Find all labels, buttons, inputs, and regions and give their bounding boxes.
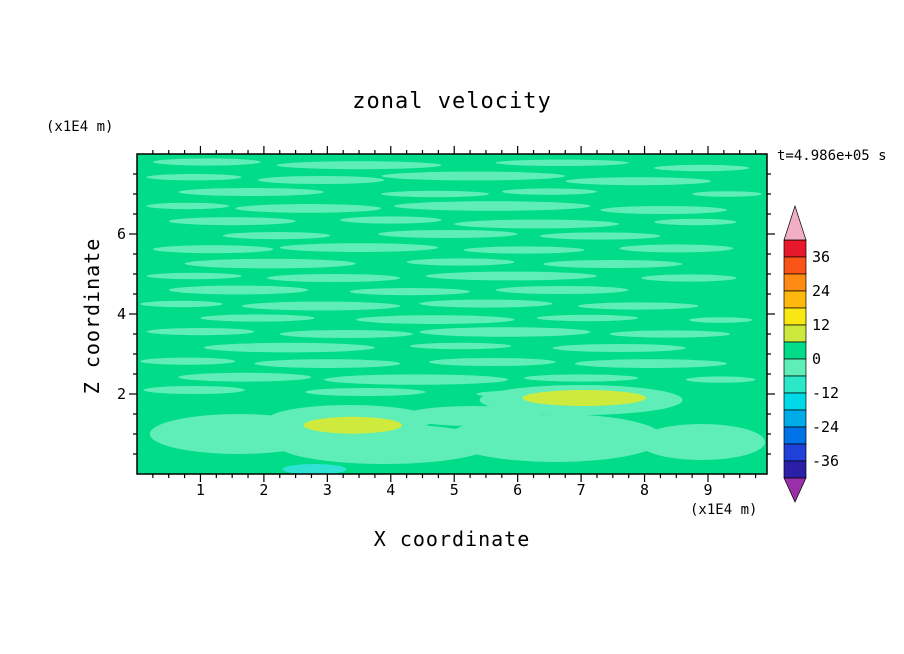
x-tick-label: 6 — [513, 481, 523, 499]
colorbar-arrow-bottom — [783, 477, 807, 503]
z-axis-unit-label: (x1E4 m) — [46, 119, 114, 135]
z-tick-label: 6 — [116, 225, 126, 243]
colorbar — [783, 204, 807, 503]
colorbar-tick-label: -24 — [812, 418, 840, 436]
x-tick-label: 7 — [576, 481, 586, 499]
x-tick-label: 1 — [195, 481, 205, 499]
chart-title: zonal velocity — [352, 89, 552, 114]
z-tick-label: 2 — [116, 385, 126, 403]
x-tick-label: 2 — [259, 481, 269, 499]
colorbar-tick-label: 12 — [812, 316, 831, 334]
x-tick-label: 5 — [449, 481, 459, 499]
x-axis-title: X coordinate — [373, 527, 531, 551]
colorbar-tick-label: -36 — [812, 452, 840, 470]
x-tick-label: 9 — [703, 481, 713, 499]
colorbar-tick-label: 24 — [812, 282, 831, 300]
colorbar-tick-label: 36 — [812, 248, 831, 266]
x-axis-unit-label: (x1E4 m) — [690, 502, 758, 518]
colorbar-tick-label: 0 — [812, 350, 822, 368]
axis-ticks — [129, 146, 775, 482]
x-tick-label: 3 — [322, 481, 332, 499]
contour-field — [137, 154, 767, 474]
x-tick-label: 4 — [386, 481, 396, 499]
colorbar-tick-label: -12 — [812, 384, 840, 402]
x-tick-label: 8 — [640, 481, 650, 499]
z-tick-label: 4 — [116, 305, 126, 323]
timestamp-label: t=4.986e+05 s — [777, 148, 887, 164]
colorbar-arrow-top — [783, 204, 807, 241]
